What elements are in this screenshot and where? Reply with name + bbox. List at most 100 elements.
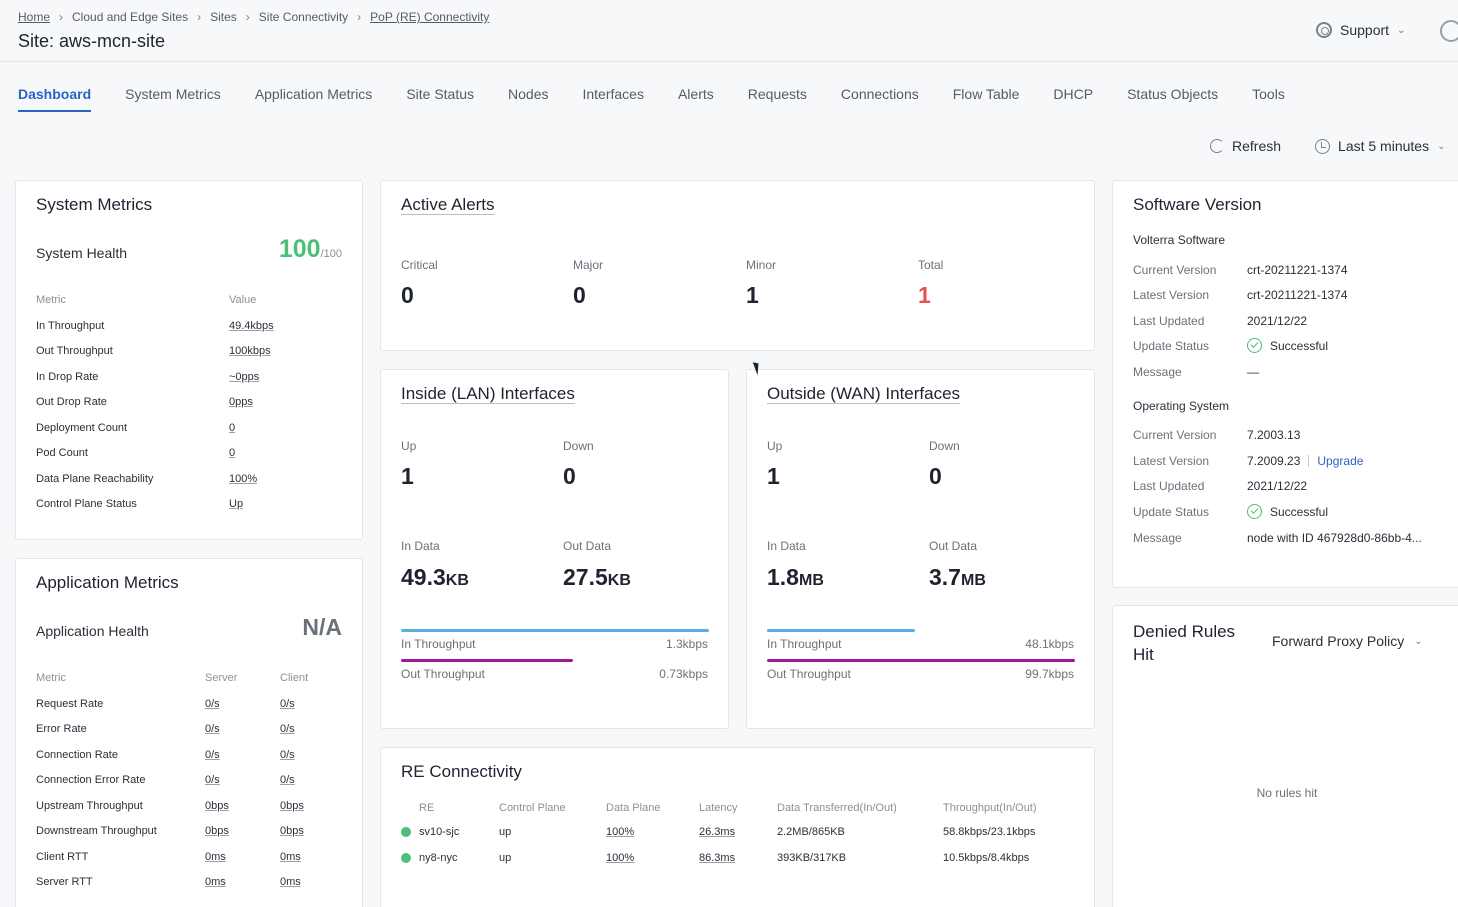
- server-value[interactable]: 0/s: [205, 698, 220, 710]
- client-value[interactable]: 0bps: [280, 825, 304, 837]
- page-header: Home › Cloud and Edge Sites › Sites › Si…: [0, 0, 1458, 62]
- chevron-right-icon: ›: [197, 10, 202, 24]
- tab-dhcp[interactable]: DHCP: [1053, 86, 1094, 102]
- lan-down-value: 0: [563, 463, 576, 489]
- lan-up-label: Up: [401, 439, 417, 453]
- lan-interfaces-title[interactable]: Inside (LAN) Interfaces: [401, 384, 575, 403]
- sv-value: Successful: [1247, 504, 1328, 519]
- page-title: Site: aws-mcn-site: [18, 31, 166, 51]
- metric-value[interactable]: 0: [229, 447, 236, 459]
- client-value[interactable]: 0/s: [280, 723, 295, 735]
- alert-total-label: Total: [918, 258, 944, 272]
- metric-label: Out Drop Rate: [36, 396, 107, 408]
- re-connectivity-card: RE Connectivity RE Control Plane Data Pl…: [380, 747, 1095, 907]
- client-value[interactable]: 0ms: [280, 876, 301, 888]
- tab-interfaces[interactable]: Interfaces: [582, 86, 644, 102]
- re-throughput: 58.8kbps/23.1kbps: [943, 826, 1036, 838]
- metric-label: Pod Count: [36, 447, 88, 459]
- breadcrumb-pop-connectivity[interactable]: PoP (RE) Connectivity: [370, 10, 490, 24]
- user-icon[interactable]: [1440, 20, 1458, 42]
- tab-status-objects[interactable]: Status Objects: [1127, 86, 1219, 102]
- alert-critical-value[interactable]: 0: [401, 282, 414, 308]
- server-value[interactable]: 0ms: [205, 876, 226, 888]
- refresh-button[interactable]: Refresh: [1210, 138, 1281, 154]
- chevron-down-icon: ⌄: [1397, 24, 1406, 36]
- tab-dashboard[interactable]: Dashboard: [18, 86, 92, 112]
- sv-label: Update Status: [1133, 505, 1210, 519]
- tab-alerts[interactable]: Alerts: [677, 86, 714, 102]
- re-latency[interactable]: 86.3ms: [699, 852, 736, 864]
- support-menu[interactable]: Support ⌄: [1316, 22, 1405, 38]
- wan-interfaces-title[interactable]: Outside (WAN) Interfaces: [767, 384, 961, 403]
- denied-rules-card: Denied Rules Hit Forward Proxy Policy ⌄ …: [1112, 605, 1458, 907]
- client-value[interactable]: 0bps: [280, 800, 304, 812]
- metric-value[interactable]: 100%: [229, 473, 258, 485]
- wan-up-label: Up: [767, 439, 783, 453]
- metric-value[interactable]: 49.4kbps: [229, 320, 274, 332]
- chevron-right-icon: ›: [357, 10, 362, 24]
- breadcrumb-cloud-edge-sites[interactable]: Cloud and Edge Sites: [72, 10, 189, 24]
- metric-value[interactable]: 0: [229, 422, 236, 434]
- sv-value: node with ID 467928d0-86bb-4...: [1247, 531, 1422, 545]
- wan-in-throughput-bar: [767, 629, 915, 632]
- metric-value[interactable]: 0pps: [229, 396, 253, 408]
- lan-in-throughput-bar: [401, 629, 709, 632]
- server-value[interactable]: 0bps: [205, 825, 229, 837]
- breadcrumb-site-connectivity[interactable]: Site Connectivity: [258, 10, 349, 24]
- tab-connections[interactable]: Connections: [840, 86, 919, 102]
- lan-out-data-value: 27.5KB: [563, 564, 631, 590]
- sv-label: Current Version: [1133, 263, 1217, 277]
- lifebuoy-icon: [1316, 22, 1332, 38]
- tab-application-metrics[interactable]: Application Metrics: [254, 86, 373, 102]
- wan-in-throughput-label: In Throughput: [767, 637, 842, 651]
- client-value[interactable]: 0/s: [280, 749, 295, 761]
- col-re: RE: [419, 802, 435, 814]
- client-value[interactable]: 0ms: [280, 851, 301, 863]
- software-version-card: Software Version Volterra Software Curre…: [1112, 180, 1458, 588]
- active-alerts-title[interactable]: Active Alerts: [401, 195, 495, 214]
- sv-label: Message: [1133, 531, 1182, 545]
- metric-value[interactable]: Up: [229, 498, 244, 510]
- tab-nodes[interactable]: Nodes: [508, 86, 549, 102]
- tab-site-status[interactable]: Site Status: [406, 86, 475, 102]
- server-value[interactable]: 0/s: [205, 774, 220, 786]
- tab-tools[interactable]: Tools: [1252, 86, 1285, 102]
- sv-value: 2021/12/22: [1247, 314, 1308, 328]
- refresh-icon: [1210, 139, 1224, 153]
- re-latency[interactable]: 26.3ms: [699, 826, 736, 838]
- breadcrumb: Home › Cloud and Edge Sites › Sites › Si…: [18, 10, 489, 24]
- upgrade-link[interactable]: Upgrade: [1317, 454, 1364, 468]
- re-data-plane[interactable]: 100%: [606, 826, 635, 838]
- denied-rules-title: Denied Rules Hit: [1133, 622, 1236, 664]
- metric-label: Upstream Throughput: [36, 800, 143, 812]
- alert-minor-label: Minor: [746, 258, 777, 272]
- tab-system-metrics[interactable]: System Metrics: [125, 86, 221, 102]
- breadcrumb-home[interactable]: Home: [18, 10, 51, 24]
- alert-major-value[interactable]: 0: [573, 282, 586, 308]
- metric-value[interactable]: ~0pps: [229, 371, 260, 383]
- system-health-score: 100 /100: [279, 235, 342, 264]
- re-data-transferred: 393KB/317KB: [777, 852, 847, 864]
- re-data-plane[interactable]: 100%: [606, 852, 635, 864]
- breadcrumb-sites[interactable]: Sites: [210, 10, 237, 24]
- time-range-select[interactable]: Last 5 minutes ⌄: [1315, 138, 1445, 154]
- metric-value[interactable]: 100kbps: [229, 345, 271, 357]
- server-value[interactable]: 0ms: [205, 851, 226, 863]
- alert-total-value[interactable]: 1: [918, 282, 931, 308]
- col-metric: Metric: [36, 672, 66, 684]
- wan-out-throughput-label: Out Throughput: [767, 667, 851, 681]
- tab-requests[interactable]: Requests: [747, 86, 807, 102]
- status-dot: [401, 827, 411, 837]
- server-value[interactable]: 0/s: [205, 749, 220, 761]
- server-value[interactable]: 0/s: [205, 723, 220, 735]
- client-value[interactable]: 0/s: [280, 774, 295, 786]
- sv-value: 7.2009.23 Upgrade: [1247, 454, 1364, 468]
- client-value[interactable]: 0/s: [280, 698, 295, 710]
- alert-minor-value[interactable]: 1: [746, 282, 759, 308]
- tab-flow-table[interactable]: Flow Table: [952, 86, 1020, 102]
- server-value[interactable]: 0bps: [205, 800, 229, 812]
- col-latency: Latency: [699, 802, 738, 814]
- policy-select[interactable]: Forward Proxy Policy ⌄: [1272, 633, 1423, 649]
- chevron-right-icon: ›: [59, 10, 64, 24]
- col-throughput: Throughput(In/Out): [943, 802, 1037, 814]
